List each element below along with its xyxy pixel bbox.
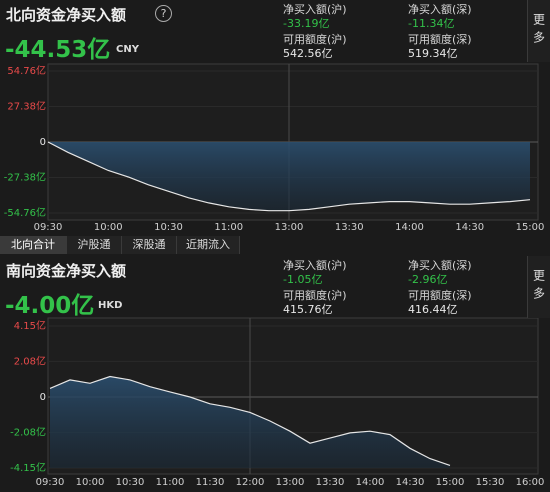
x-tick-label: 15:00 [516,222,545,233]
tab[interactable]: 深股通 [122,236,177,254]
stat-label: 净买入额(深) [408,259,472,272]
stat-value: 415.76亿 [283,303,333,316]
y-tick-label: 54.76亿 [7,64,46,77]
stat-value: -2.96亿 [408,273,448,286]
x-tick-label: 14:30 [396,477,425,488]
y-tick-label: 2.08亿 [14,354,46,367]
stat-label: 可用额度(沪) [283,33,347,46]
stat-label: 净买入额(沪) [283,3,347,16]
net-value: -4.00亿 [5,293,95,319]
line [47,141,531,212]
y-tick-label: 4.15亿 [14,319,46,332]
more-button[interactable]: 更多 [527,256,550,318]
x-tick-label: 13:00 [275,222,304,233]
x-tick-label: 12:00 [236,477,265,488]
x-tick-label: 10:30 [154,222,183,233]
title: 北向资金净买入额 [6,6,127,24]
area [50,376,450,468]
x-tick-label: 13:30 [316,477,345,488]
tab[interactable]: 沪股通 [67,236,122,254]
currency: HKD [98,300,123,311]
y-tick-label: 27.38亿 [7,100,46,113]
x-tick-label: 15:30 [476,477,505,488]
y-tick-label: -2.08亿 [10,426,46,439]
y-tick-label: 0 [40,392,46,403]
stat-value: -1.05亿 [283,273,323,286]
area [48,142,530,211]
x-tick-label: 10:30 [116,477,145,488]
net-value: -44.53亿 [5,37,111,63]
stat-label: 净买入额(沪) [283,259,347,272]
stat-value: -11.34亿 [408,17,455,30]
tab[interactable]: 近期流入 [177,236,240,254]
x-tick-label: 11:00 [214,222,243,233]
x-tick-label: 09:30 [34,222,63,233]
x-tick-label: 13:30 [335,222,364,233]
y-tick-label: -4.15亿 [10,461,46,474]
x-tick-label: 14:00 [356,477,385,488]
y-tick-label: -54.76亿 [4,206,46,219]
stat-value: -33.19亿 [283,17,330,30]
stat-value: 416.44亿 [408,303,458,316]
x-tick-label: 13:00 [276,477,305,488]
line [49,375,451,466]
x-tick-label: 11:30 [196,477,225,488]
x-tick-label: 14:00 [395,222,424,233]
x-tick-label: 09:30 [36,477,65,488]
y-tick-label: 0 [40,137,46,148]
stat-label: 净买入额(深) [408,3,472,16]
x-tick-label: 10:00 [94,222,123,233]
title: 南向资金净买入额 [6,262,127,280]
tab[interactable]: 北向合计 [0,236,67,254]
more-button[interactable]: 更多 [527,0,550,62]
currency: CNY [116,44,139,55]
x-tick-label: 16:00 [516,477,545,488]
x-tick-label: 11:00 [156,477,185,488]
help-icon[interactable]: ? [155,5,172,22]
x-tick-label: 10:00 [76,477,105,488]
x-tick-label: 14:30 [455,222,484,233]
x-tick-label: 15:00 [436,477,465,488]
y-tick-label: -27.38亿 [4,171,46,184]
stat-value: 542.56亿 [283,47,333,60]
stat-value: 519.34亿 [408,47,458,60]
stat-label: 可用额度(深) [408,33,472,46]
stat-label: 可用额度(深) [408,289,472,302]
stat-label: 可用额度(沪) [283,289,347,302]
